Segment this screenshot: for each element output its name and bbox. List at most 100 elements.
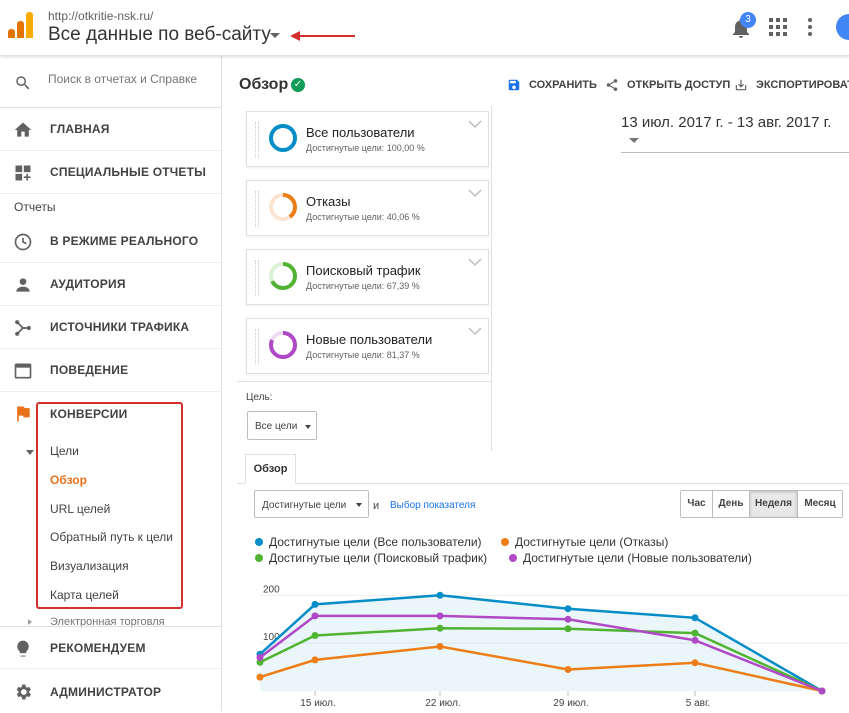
- segment-ring-icon: [269, 193, 297, 221]
- y-tick-label: 100: [263, 632, 280, 643]
- period-day-button[interactable]: День: [713, 491, 750, 517]
- sidebar-item-goal-urls[interactable]: URL целей: [50, 502, 111, 516]
- chevron-down-icon[interactable]: [468, 188, 482, 198]
- chevron-down-icon[interactable]: [468, 119, 482, 129]
- chevron-down-icon[interactable]: [468, 257, 482, 267]
- collapse-caret-icon[interactable]: [28, 619, 32, 625]
- analytics-logo[interactable]: [8, 12, 34, 38]
- drag-handle-icon[interactable]: [255, 122, 259, 158]
- sidebar-item-funnel-visualization[interactable]: Визуализация: [50, 559, 129, 573]
- sidebar-item-conversions[interactable]: КОНВЕРСИИ: [0, 392, 221, 435]
- data-point[interactable]: [256, 658, 264, 666]
- search-input[interactable]: [48, 72, 198, 86]
- sidebar-item-goal-flow[interactable]: Карта целей: [50, 588, 119, 602]
- area-fill: [260, 595, 822, 691]
- goal-label: Цель:: [246, 392, 273, 403]
- legend-item[interactable]: Достигнутые цели (Отказы): [501, 535, 668, 549]
- data-point[interactable]: [564, 666, 572, 673]
- segment-card[interactable]: Отказы Достигнутые цели: 40,06 %: [246, 180, 489, 236]
- notifications-badge: 3: [740, 12, 756, 28]
- drag-handle-icon[interactable]: [255, 329, 259, 365]
- tab-bar: [237, 483, 849, 484]
- data-point[interactable]: [311, 632, 319, 639]
- data-point[interactable]: [691, 614, 699, 622]
- data-point[interactable]: [691, 629, 699, 637]
- date-range-picker[interactable]: 13 июл. 2017 г. - 13 авг. 2017 г.: [621, 114, 849, 153]
- legend-item[interactable]: Достигнутые цели (Все пользователи): [255, 535, 482, 549]
- share-label: ОТКРЫТЬ ДОСТУП: [627, 79, 731, 91]
- segment-detail: Достигнутые цели: 40,06 %: [306, 212, 420, 222]
- save-button[interactable]: СОХРАНИТЬ: [507, 78, 597, 92]
- chevron-down-icon[interactable]: [468, 326, 482, 336]
- data-point[interactable]: [436, 612, 444, 620]
- metric-select[interactable]: Достигнутые цели: [254, 490, 369, 518]
- sidebar-item-acquisition[interactable]: ИСТОЧНИКИ ТРАФИКА: [0, 306, 221, 349]
- goal-select[interactable]: Все цели: [247, 411, 317, 440]
- period-month-button[interactable]: Месяц: [798, 491, 842, 517]
- data-point[interactable]: [564, 615, 572, 623]
- tab-overview[interactable]: Обзор: [245, 454, 296, 484]
- segment-detail: Достигнутые цели: 67,39 %: [306, 281, 420, 291]
- data-point[interactable]: [256, 673, 264, 681]
- data-point[interactable]: [436, 591, 444, 599]
- segment-card[interactable]: Новые пользователи Достигнутые цели: 81,3…: [246, 318, 489, 374]
- period-hour-button[interactable]: Час: [681, 491, 713, 517]
- x-tick-label: 5 авг.: [686, 698, 710, 709]
- apps-grid-icon[interactable]: [769, 18, 787, 36]
- data-point[interactable]: [311, 600, 319, 608]
- segment-name: Все пользователи: [306, 125, 415, 140]
- acquisition-icon: [15, 320, 31, 336]
- segment-name: Отказы: [306, 194, 351, 209]
- page-title: Обзор: [239, 76, 289, 93]
- segment-card[interactable]: Все пользователи Достигнутые цели: 100,00…: [246, 111, 489, 167]
- legend-item[interactable]: Достигнутые цели (Поисковый трафик): [255, 551, 487, 565]
- legend-label: Достигнутые цели (Отказы): [515, 535, 669, 549]
- red-highlight-box: [36, 402, 183, 609]
- gear-icon: [16, 684, 32, 700]
- sidebar-item-behavior[interactable]: ПОВЕДЕНИЕ: [0, 349, 221, 392]
- data-point[interactable]: [691, 659, 699, 667]
- segment-detail: Достигнутые цели: 100,00 %: [306, 143, 425, 153]
- expand-caret-icon[interactable]: [26, 450, 34, 455]
- data-point[interactable]: [564, 605, 572, 613]
- sidebar-item-admin[interactable]: АДМИНИСТРАТОР: [0, 670, 221, 713]
- data-point[interactable]: [436, 643, 444, 650]
- account-avatar[interactable]: [836, 14, 849, 40]
- sidebar-item-audience[interactable]: АУДИТОРИЯ: [0, 263, 221, 306]
- data-point[interactable]: [311, 656, 319, 664]
- data-point[interactable]: [436, 624, 444, 632]
- data-point[interactable]: [691, 636, 699, 644]
- more-menu-icon[interactable]: [808, 18, 814, 36]
- sidebar-item-label: В РЕЖИМЕ РЕАЛЬНОГО: [50, 234, 199, 248]
- data-point[interactable]: [818, 687, 826, 695]
- select-metric-link[interactable]: Выбор показателя: [390, 500, 476, 511]
- sidebar-item-discover[interactable]: РЕКОМЕНДУЕМ: [0, 626, 221, 669]
- segment-card[interactable]: Поисковый трафик Достигнутые цели: 67,39 …: [246, 249, 489, 305]
- legend-item[interactable]: Достигнутые цели (Новые пользователи): [509, 551, 752, 565]
- sidebar-item-home[interactable]: ГЛАВНАЯ: [0, 108, 221, 151]
- period-week-button[interactable]: Неделя: [750, 491, 798, 517]
- sidebar-item-reverse-goal-path[interactable]: Обратный путь к цели: [50, 530, 173, 544]
- export-button[interactable]: ЭКСПОРТИРОВАТЬ: [734, 78, 849, 92]
- sidebar-item-label: АДМИНИСТРАТОР: [50, 684, 162, 699]
- drag-handle-icon[interactable]: [255, 191, 259, 227]
- sidebar-item-goals[interactable]: Цели: [50, 444, 79, 458]
- data-point[interactable]: [311, 612, 319, 620]
- view-dropdown-icon[interactable]: [270, 33, 280, 38]
- legend-label: Достигнутые цели (Новые пользователи): [523, 551, 752, 565]
- share-button[interactable]: ОТКРЫТЬ ДОСТУП: [605, 78, 730, 92]
- site-url: http://otkritie-nsk.ru/: [48, 9, 154, 23]
- sidebar-item-realtime[interactable]: В РЕЖИМЕ РЕАЛЬНОГО: [0, 220, 221, 263]
- sidebar-item-ecommerce[interactable]: Электронная торговля: [50, 616, 165, 628]
- date-range-text: 13 июл. 2017 г. - 13 авг. 2017 г.: [621, 114, 832, 131]
- legend-label: Достигнутые цели (Поисковый трафик): [269, 551, 488, 565]
- data-point[interactable]: [256, 654, 264, 661]
- sidebar-item-custom-reports[interactable]: СПЕЦИАЛЬНЫЕ ОТЧЕТЫ: [0, 151, 221, 194]
- period-toggle: Час День Неделя Месяц: [680, 490, 843, 518]
- view-selector[interactable]: Все данные по веб-сайту: [48, 24, 271, 45]
- person-icon: [16, 278, 30, 292]
- data-point[interactable]: [564, 625, 572, 633]
- sidebar-item-goals-overview[interactable]: Обзор: [50, 473, 87, 487]
- drag-handle-icon[interactable]: [255, 260, 259, 296]
- save-icon: [508, 79, 520, 91]
